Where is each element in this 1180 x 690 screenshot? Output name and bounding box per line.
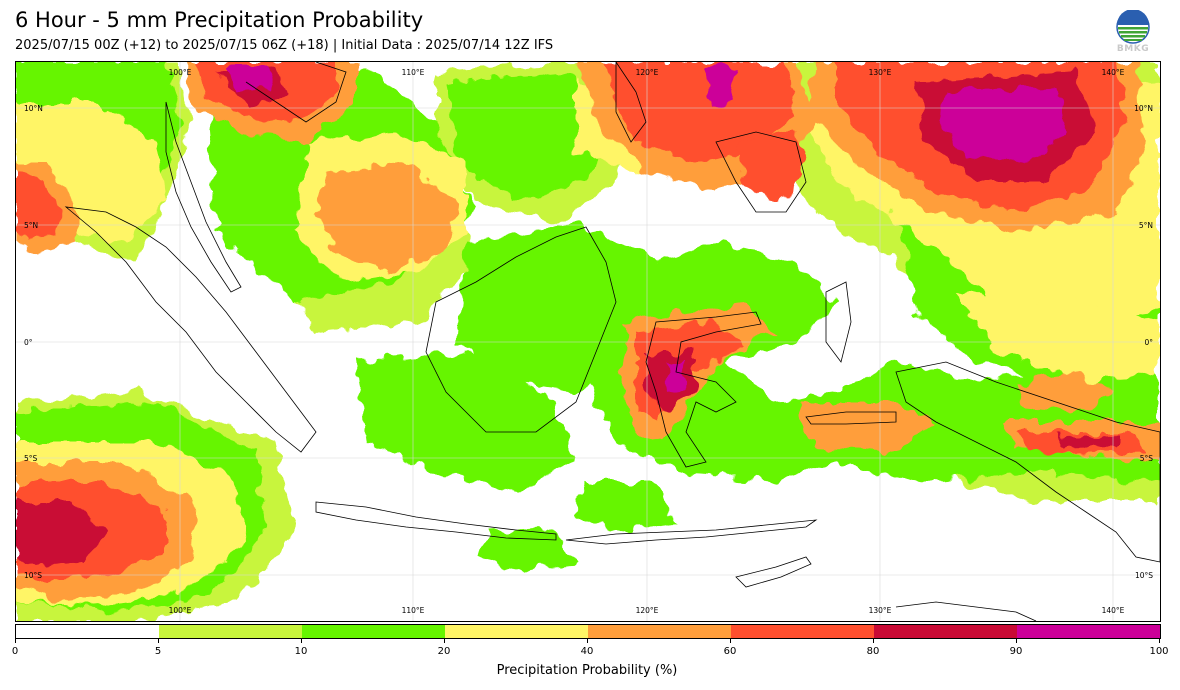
lon-label: 130°E <box>869 606 892 615</box>
lat-label: 0° <box>1144 338 1153 347</box>
colorbar-tick-label: 90 <box>1009 646 1023 657</box>
colorbar-tick <box>1159 638 1160 643</box>
lat-label: 10°N <box>1134 104 1153 113</box>
colorbar-tick <box>158 638 159 643</box>
lat-label: 5°N <box>1139 221 1153 230</box>
colorbar-tick-label: 5 <box>154 646 162 657</box>
colorbar-tick <box>15 638 16 643</box>
graticule <box>16 62 1160 621</box>
colorbar-segment <box>731 625 874 638</box>
colorbar-tick <box>730 638 731 643</box>
lon-label: 110°E <box>402 606 425 615</box>
lon-label: 130°E <box>869 68 892 77</box>
colorbar-tick-label: 80 <box>866 646 880 657</box>
lat-label: 5°S <box>24 454 38 463</box>
precipitation-fill <box>16 62 1160 621</box>
colorbar-tick-label: 10 <box>294 646 308 657</box>
colorbar-tick-label: 20 <box>437 646 451 657</box>
colorbar-segment <box>445 625 588 638</box>
colorbar-tick-label: 100 <box>1149 646 1169 657</box>
lat-label: 5°N <box>24 221 38 230</box>
lon-label: 100°E <box>169 68 192 77</box>
legend-colorbar <box>15 624 1161 639</box>
lat-label: 10°N <box>24 104 43 113</box>
colorbar-segment <box>159 625 302 638</box>
lat-label: 10°S <box>24 571 42 580</box>
lon-label: 110°E <box>402 68 425 77</box>
lon-label: 140°E <box>1102 68 1125 77</box>
colorbar-tick-label: 60 <box>723 646 737 657</box>
map-subtitle: 2025/07/15 00Z (+12) to 2025/07/15 06Z (… <box>15 38 554 53</box>
lat-label: 0° <box>24 338 33 347</box>
precipitation-map[interactable]: 100°E 110°E 120°E 130°E 140°E 100°E 110°… <box>15 61 1161 622</box>
coastlines <box>64 62 1160 621</box>
lat-label: 5°S <box>1140 454 1154 463</box>
colorbar-tick <box>873 638 874 643</box>
lat-labels-right: 10°N 5°N 0° 5°S 10°S <box>1134 104 1153 580</box>
colorbar-tick <box>444 638 445 643</box>
colorbar-tick <box>301 638 302 643</box>
lon-labels-top: 100°E 110°E 120°E 130°E 140°E <box>169 68 1125 77</box>
bmkg-logo-icon: BMKG <box>1114 9 1152 56</box>
lon-label: 100°E <box>169 606 192 615</box>
lon-labels-bottom: 100°E 110°E 120°E 130°E 140°E <box>169 606 1125 615</box>
colorbar-segment <box>16 625 159 638</box>
lat-label: 10°S <box>1135 571 1153 580</box>
colorbar-segment <box>874 625 1017 638</box>
colorbar-segment <box>302 625 445 638</box>
legend-title: Precipitation Probability (%) <box>496 663 678 678</box>
lon-label: 140°E <box>1102 606 1125 615</box>
colorbar-tick <box>1016 638 1017 643</box>
colorbar-segment <box>1017 625 1160 638</box>
lon-label: 120°E <box>636 68 659 77</box>
lon-label: 120°E <box>636 606 659 615</box>
logo-text: BMKG <box>1116 44 1150 54</box>
map-title: 6 Hour - 5 mm Precipitation Probability <box>15 8 424 32</box>
colorbar-segment <box>588 625 731 638</box>
colorbar-tick-label: 40 <box>580 646 594 657</box>
lat-labels-left: 10°N 5°N 0° 5°S 10°S <box>24 104 43 580</box>
colorbar-tick <box>587 638 588 643</box>
colorbar-tick-label: 0 <box>11 646 19 657</box>
